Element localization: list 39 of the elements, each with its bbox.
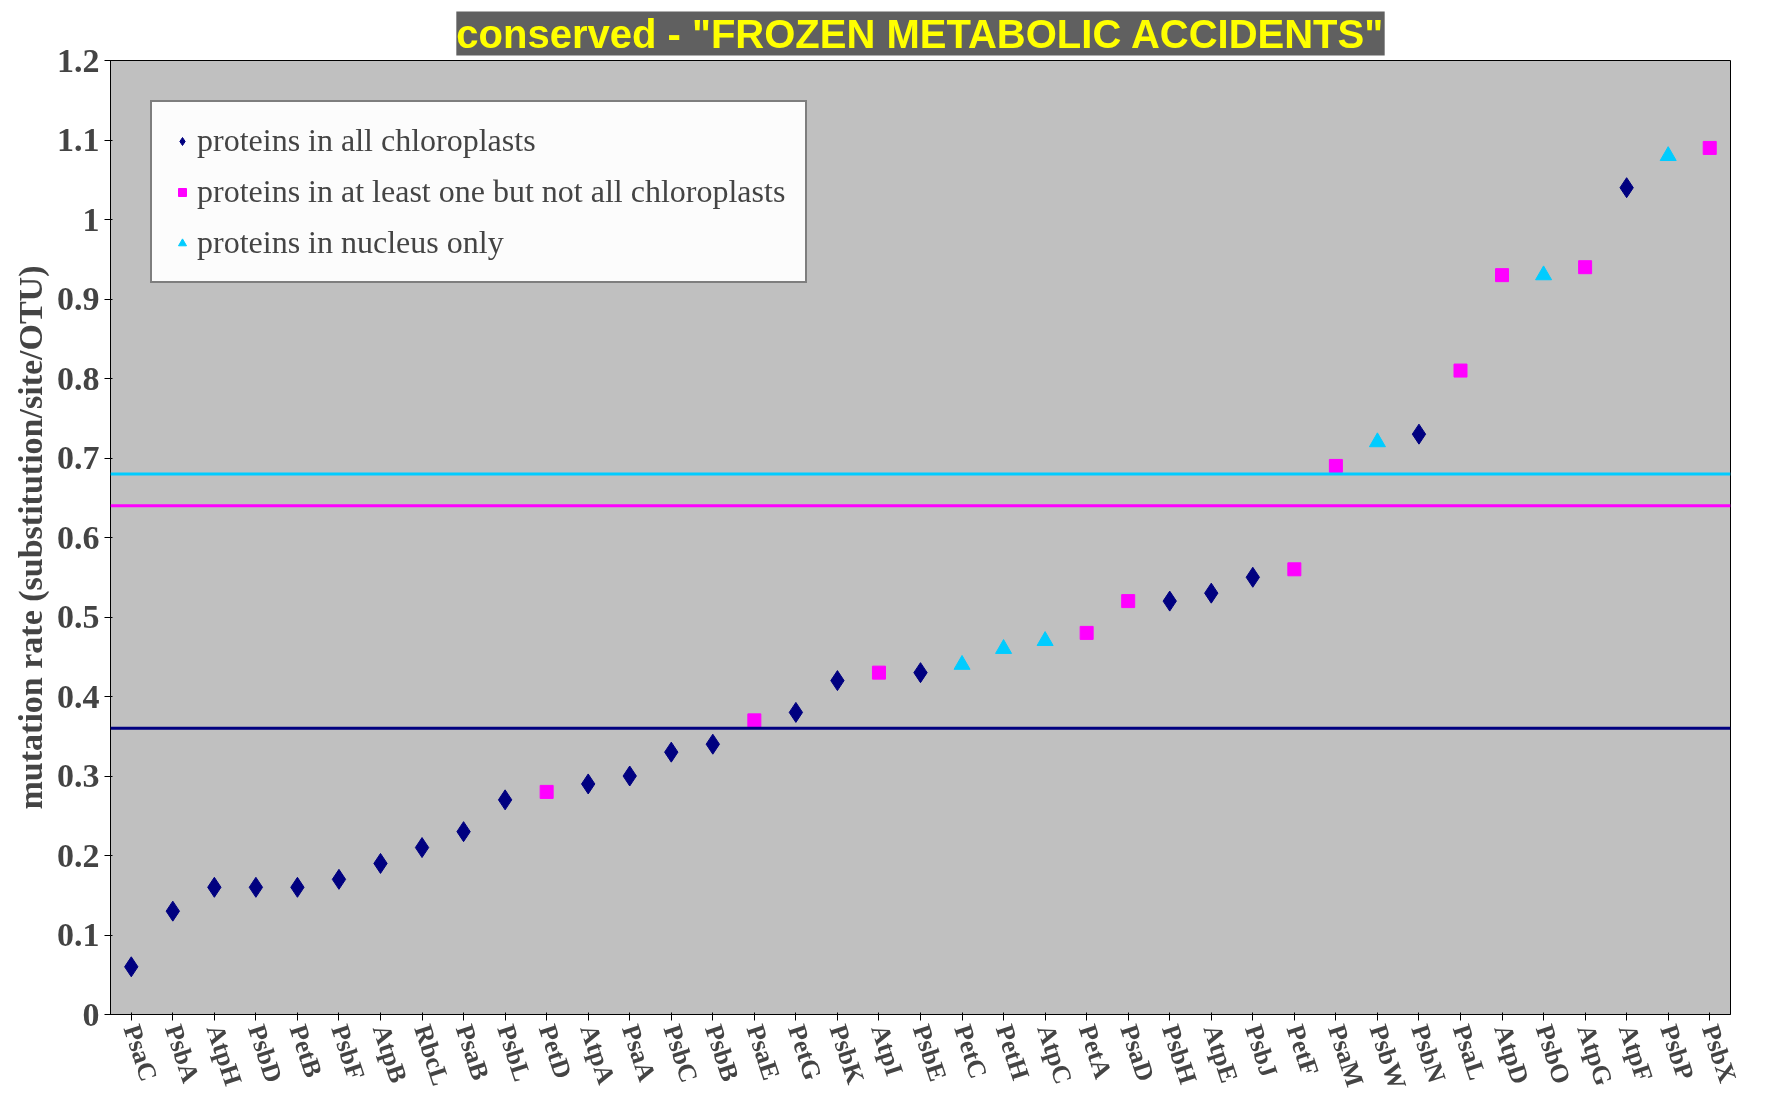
y-tick-label: 0.2 bbox=[57, 836, 100, 874]
point bbox=[1578, 260, 1593, 275]
point bbox=[497, 789, 513, 811]
legend-label: proteins in all chloroplasts bbox=[197, 122, 536, 159]
point bbox=[539, 784, 554, 799]
point bbox=[871, 665, 886, 680]
point bbox=[1535, 265, 1553, 281]
point bbox=[414, 837, 430, 859]
y-tick-label: 0.6 bbox=[57, 518, 100, 556]
y-tick-label: 0.1 bbox=[57, 916, 100, 953]
point bbox=[248, 876, 264, 898]
point bbox=[331, 868, 347, 890]
chart-title: conserved - "FROZEN METABOLIC ACCIDENTS" bbox=[456, 11, 1384, 56]
y-tick-label: 0 bbox=[82, 995, 100, 1033]
y-tick-label: 1 bbox=[82, 200, 100, 238]
point bbox=[1702, 140, 1717, 155]
point bbox=[1659, 146, 1677, 162]
y-tick-label: 0.8 bbox=[57, 359, 100, 397]
point bbox=[1328, 458, 1343, 473]
y-axis-title: mutation rate (substitution/site/OTU) bbox=[12, 265, 50, 810]
point bbox=[1495, 268, 1510, 283]
point bbox=[1121, 594, 1136, 609]
y-tick-label: 0.5 bbox=[57, 598, 100, 635]
y-tick-label: 1.2 bbox=[57, 41, 100, 79]
legend-label: proteins in nucleus only bbox=[197, 224, 504, 261]
point bbox=[747, 713, 762, 728]
y-tick-label: 0.9 bbox=[57, 280, 100, 317]
point bbox=[1287, 562, 1302, 577]
y-tick-label: 0.7 bbox=[57, 439, 100, 476]
y-tick-label: 0.3 bbox=[57, 757, 100, 794]
point bbox=[1368, 432, 1386, 448]
y-tick-label: 0.4 bbox=[57, 677, 100, 715]
point bbox=[1079, 625, 1094, 640]
point bbox=[788, 701, 804, 723]
legend-label: proteins in at least one but not all chloroplasts bbox=[197, 173, 786, 210]
x-tick-label: PsaM bbox=[1322, 1020, 1370, 1091]
y-tick-label: 1.1 bbox=[57, 121, 100, 158]
point bbox=[1453, 363, 1468, 378]
point bbox=[1411, 423, 1427, 445]
